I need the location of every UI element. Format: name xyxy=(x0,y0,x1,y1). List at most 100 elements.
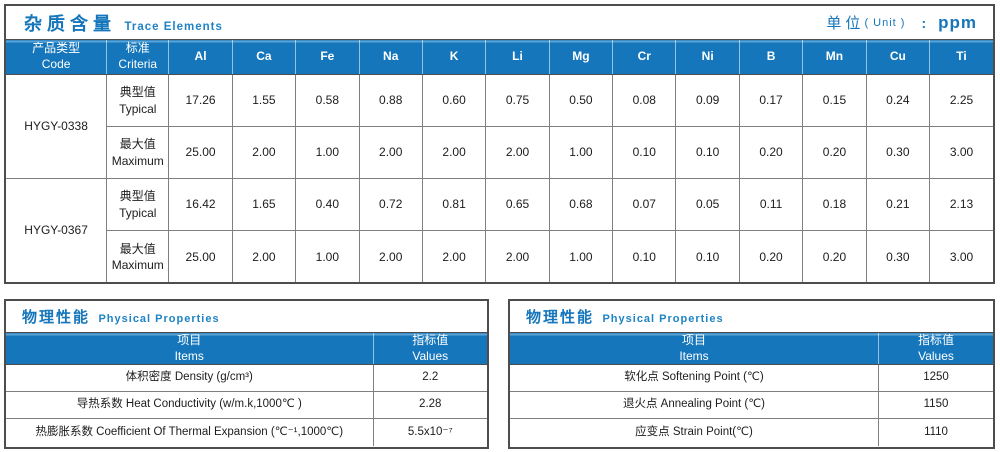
property-value-cell: 2.28 xyxy=(372,391,487,420)
trace-value-cell: 0.10 xyxy=(675,230,740,282)
trace-value-cell: 0.21 xyxy=(865,178,931,231)
trace-value-cell: 0.11 xyxy=(738,178,804,231)
col-header-element-b: B xyxy=(738,39,803,75)
property-name-cell: 热膨胀系数 Coefficient Of Thermal Expansion (… xyxy=(6,418,374,446)
physical-left-title: 物理性能 Physical Properties xyxy=(22,306,220,327)
col-header-element-mn: Mn xyxy=(802,39,867,75)
unit-colon: : xyxy=(921,14,927,31)
col-header-element-cu: Cu xyxy=(865,39,930,75)
unit-value: ppm xyxy=(938,12,977,32)
trace-title-en: Trace Elements xyxy=(124,20,223,33)
trace-value-cell: 2.13 xyxy=(929,178,993,231)
trace-value-cell: 0.10 xyxy=(675,126,740,179)
col-header-code: 产品类型 Code xyxy=(6,39,107,75)
property-value-cell: 1150 xyxy=(878,391,993,420)
trace-value-cell: 2.00 xyxy=(231,230,297,282)
property-value-cell: 1110 xyxy=(878,418,993,446)
physical-right-title-bar: 物理性能 Physical Properties xyxy=(510,301,993,332)
trace-elements-panel: 杂质含量 Trace Elements 单位 ( Unit ) : ppm 产品… xyxy=(4,4,995,284)
trace-value-cell: 0.20 xyxy=(738,126,804,179)
trace-value-cell: 0.68 xyxy=(548,178,614,231)
col-header-values: 指标值 Values xyxy=(372,331,487,366)
property-value-cell: 1250 xyxy=(878,364,993,393)
col-header-values: 指标值 Values xyxy=(878,331,993,366)
table-row: 导热系数 Heat Conductivity (w/m.k,1000℃ ) 2.… xyxy=(6,391,487,420)
trace-value-cell: 0.08 xyxy=(612,74,677,127)
col-header-code-zh: 产品类型 xyxy=(32,41,81,56)
criteria-cell: 最大值 Maximum xyxy=(106,126,170,179)
criteria-cell: 典型值 Typical xyxy=(106,74,170,127)
col-header-criteria: 标准 Criteria xyxy=(106,39,169,75)
col-header-element-ni: Ni xyxy=(675,39,740,75)
trace-value-cell: 1.00 xyxy=(548,126,614,179)
trace-value-cell: 0.40 xyxy=(295,178,360,231)
physical-left-title-zh: 物理性能 xyxy=(22,309,91,326)
trace-value-cell: 2.00 xyxy=(421,126,487,179)
physical-right-title-en: Physical Properties xyxy=(602,313,724,325)
property-name-cell: 软化点 Softening Point (℃) xyxy=(510,364,880,393)
trace-value-cell: 0.75 xyxy=(485,74,550,127)
table-row: HYGY-0338 典型值 Typical 17.26 1.55 0.58 0.… xyxy=(6,74,993,179)
trace-value-cell: 2.00 xyxy=(358,230,423,282)
trace-value-cell: 1.00 xyxy=(295,230,360,282)
trace-value-cell: 0.72 xyxy=(358,178,423,231)
physical-right-title: 物理性能 Physical Properties xyxy=(526,306,724,327)
criteria-en: Typical xyxy=(119,101,157,116)
trace-value-cell: 2.00 xyxy=(485,230,550,282)
unit-label-en: ( Unit ) xyxy=(864,16,906,29)
table-row: 软化点 Softening Point (℃) 1250 xyxy=(510,364,993,393)
trace-title-zh: 杂质含量 xyxy=(24,13,116,34)
col-header-element-ca: Ca xyxy=(231,39,296,75)
col-header-element-cr: Cr xyxy=(612,39,676,75)
trace-value-cell: 0.18 xyxy=(802,178,867,231)
criteria-zh: 最大值 xyxy=(119,137,156,152)
criteria-cell: 最大值 Maximum xyxy=(106,230,170,282)
physical-left-title-bar: 物理性能 Physical Properties xyxy=(6,301,487,332)
col-header-values-en: Values xyxy=(918,348,954,363)
trace-elements-table: 产品类型 Code 标准 Criteria Al Ca Fe Na K Li M… xyxy=(6,39,993,282)
col-header-items-zh: 项目 xyxy=(682,333,707,347)
col-header-code-en: Code xyxy=(41,57,71,71)
trace-value-cell: 2.25 xyxy=(929,74,993,127)
col-header-values-zh: 指标值 xyxy=(918,333,955,347)
table-row: 最大值 Maximum 25.00 2.00 1.00 2.00 2.00 2.… xyxy=(6,126,993,179)
trace-value-cell: 0.09 xyxy=(675,74,740,127)
unit-label: 单位 ( Unit ) : ppm xyxy=(826,12,977,33)
col-header-items-en: Items xyxy=(679,348,709,363)
col-header-items-en: Items xyxy=(174,348,204,363)
trace-value-cell: 0.30 xyxy=(865,126,931,179)
trace-value-cell: 0.20 xyxy=(802,126,867,179)
trace-title: 杂质含量 Trace Elements xyxy=(24,10,223,36)
trace-value-cell: 17.26 xyxy=(168,74,233,127)
physical-properties-panel-left: 物理性能 Physical Properties 项目 Items 指标值 Va… xyxy=(4,299,489,449)
physical-right-table: 项目 Items 指标值 Values 软化点 Softening Point … xyxy=(510,331,993,446)
property-value-cell: 2.2 xyxy=(372,364,487,393)
trace-value-cell: 0.30 xyxy=(865,230,931,282)
unit-label-zh: 单位 xyxy=(826,15,865,32)
col-header-values-zh: 指标值 xyxy=(412,333,449,347)
criteria-en: Maximum xyxy=(111,257,164,272)
trace-value-cell: 0.65 xyxy=(485,178,550,231)
trace-value-cell: 0.88 xyxy=(358,74,423,127)
property-name-cell: 导热系数 Heat Conductivity (w/m.k,1000℃ ) xyxy=(6,391,374,420)
table-row: 热膨胀系数 Coefficient Of Thermal Expansion (… xyxy=(6,418,487,446)
table-row: 体积密度 Density (g/cm³) 2.2 xyxy=(6,364,487,393)
col-header-items: 项目 Items xyxy=(510,331,879,366)
criteria-cell: 典型值 Typical xyxy=(106,178,170,231)
physical-header-row: 项目 Items 指标值 Values xyxy=(6,331,487,366)
table-row: 最大值 Maximum 25.00 2.00 1.00 2.00 2.00 2.… xyxy=(6,230,993,282)
trace-value-cell: 0.07 xyxy=(612,178,677,231)
col-header-values-en: Values xyxy=(412,348,449,363)
trace-value-cell: 1.00 xyxy=(548,230,614,282)
col-header-element-k: K xyxy=(421,39,486,75)
physical-header-row: 项目 Items 指标值 Values xyxy=(510,331,993,366)
trace-value-cell: 0.20 xyxy=(802,230,867,282)
trace-value-cell: 1.55 xyxy=(231,74,297,127)
property-name-cell: 体积密度 Density (g/cm³) xyxy=(6,364,374,393)
trace-value-cell: 2.00 xyxy=(231,126,297,179)
property-name-cell: 应变点 Strain Point(℃) xyxy=(510,418,880,446)
table-row: HYGY-0367 典型值 Typical 16.42 1.65 0.40 0.… xyxy=(6,178,993,282)
physical-right-title-zh: 物理性能 xyxy=(526,309,595,326)
trace-value-cell: 3.00 xyxy=(929,126,993,179)
trace-value-cell: 0.50 xyxy=(548,74,614,127)
